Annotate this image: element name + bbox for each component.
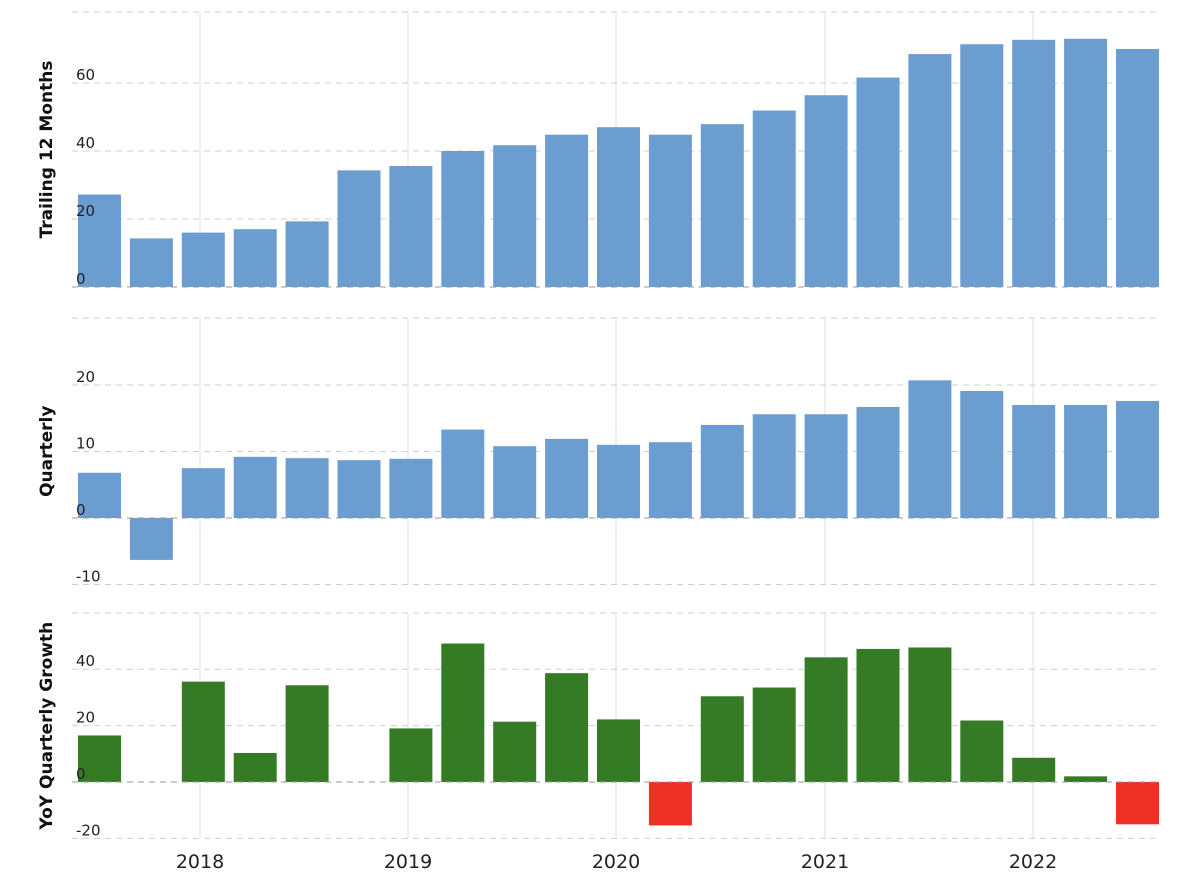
bar xyxy=(1064,38,1108,287)
bar xyxy=(804,95,848,288)
bar xyxy=(960,390,1004,518)
bar xyxy=(597,719,640,782)
bar xyxy=(804,414,848,518)
bar xyxy=(597,127,640,287)
bar xyxy=(129,238,173,287)
bar xyxy=(129,518,173,560)
bar xyxy=(1064,776,1108,782)
bar xyxy=(181,232,225,287)
bars-layer xyxy=(78,38,1159,826)
x-tick-label: 2022 xyxy=(1009,851,1057,873)
bar xyxy=(856,406,900,518)
y-tick-label: -10 xyxy=(76,568,101,586)
bar xyxy=(648,782,692,826)
bar xyxy=(493,721,537,782)
y-tick-label: 20 xyxy=(76,709,95,727)
y-tick-label: 0 xyxy=(76,765,86,783)
bar xyxy=(233,456,277,518)
y-axis-label: Quarterly xyxy=(37,406,57,497)
bar xyxy=(856,648,900,782)
bar xyxy=(493,446,537,518)
bar xyxy=(1116,782,1159,825)
bar xyxy=(78,735,121,782)
bar xyxy=(441,643,485,782)
bar xyxy=(752,414,796,518)
bar xyxy=(752,110,796,287)
bar xyxy=(908,54,952,287)
bar xyxy=(337,170,381,287)
bar xyxy=(389,728,433,782)
bar xyxy=(1012,757,1056,782)
bar xyxy=(545,673,589,782)
bar xyxy=(1116,400,1159,518)
bar xyxy=(389,165,433,287)
y-tick-label: 40 xyxy=(76,652,95,670)
bar xyxy=(545,134,589,287)
bar xyxy=(856,77,900,287)
y-tick-label: 0 xyxy=(76,270,86,288)
bar xyxy=(700,424,744,518)
bar xyxy=(285,685,329,782)
bar xyxy=(648,442,692,518)
bar xyxy=(1116,49,1159,287)
bar xyxy=(960,44,1004,287)
bar xyxy=(337,460,381,518)
bar xyxy=(752,687,796,782)
x-tick-label: 2021 xyxy=(801,851,849,873)
y-tick-label: 20 xyxy=(76,368,95,386)
bar xyxy=(597,444,640,518)
bar xyxy=(1064,404,1108,518)
bar xyxy=(441,429,485,518)
x-tick-label: 2019 xyxy=(384,851,432,873)
bar xyxy=(389,458,433,518)
bar xyxy=(78,194,121,287)
bar xyxy=(181,468,225,518)
bar xyxy=(804,657,848,782)
bar xyxy=(700,124,744,287)
bar xyxy=(78,472,121,518)
bar xyxy=(181,681,225,782)
y-tick-label: -20 xyxy=(76,821,101,839)
bar xyxy=(648,134,692,287)
bar xyxy=(545,438,589,518)
bar xyxy=(441,151,485,287)
y-tick-label: 60 xyxy=(76,66,95,84)
bar xyxy=(908,647,952,782)
y-axis-label: Trailing 12 Months xyxy=(37,61,57,239)
labels-layer: 0 20 40 60 Trailing 12 Months -10 0 10 20 Quarter… xyxy=(37,61,1057,873)
bar xyxy=(493,145,537,287)
y-tick-label: 10 xyxy=(76,435,95,453)
bar xyxy=(285,221,329,287)
y-axis-label: YoY Quarterly Growth xyxy=(37,622,57,831)
bar xyxy=(908,380,952,518)
bar xyxy=(1012,404,1056,518)
bar xyxy=(285,458,329,518)
y-tick-label: 0 xyxy=(76,501,86,519)
bar xyxy=(233,229,277,287)
bar xyxy=(700,696,744,782)
bar xyxy=(233,752,277,782)
x-tick-label: 2018 xyxy=(176,851,224,873)
y-tick-label: 20 xyxy=(76,202,95,220)
x-tick-label: 2020 xyxy=(592,851,640,873)
bar xyxy=(1012,39,1056,287)
bar xyxy=(960,720,1004,782)
y-tick-label: 40 xyxy=(76,134,95,152)
